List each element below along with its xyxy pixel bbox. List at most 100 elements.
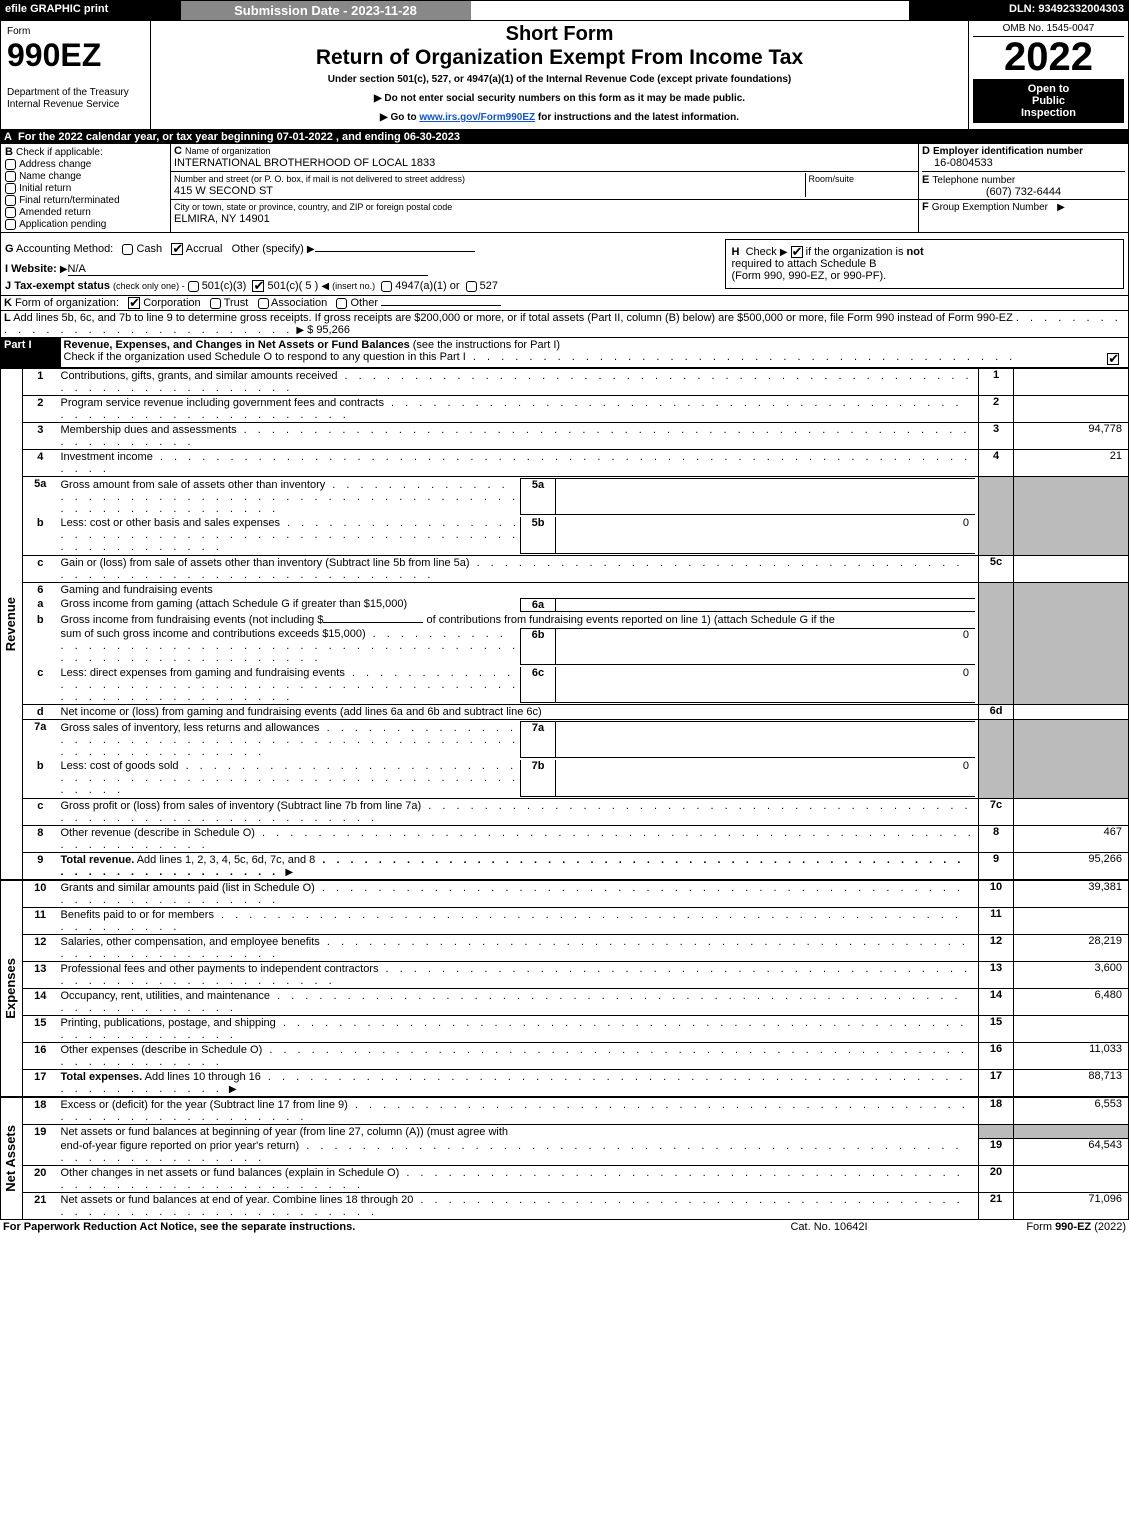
line-7a-mid [556, 722, 976, 758]
line-5a-text: Gross amount from sale of assets other t… [61, 479, 521, 515]
checkbox-app-pending[interactable] [5, 219, 16, 230]
part1-table: Revenue 1 Contributions, gifts, grants, … [0, 368, 1129, 1220]
checkbox-initial-return[interactable] [5, 183, 16, 194]
checkbox-address-change[interactable] [5, 159, 16, 170]
checkbox-amended[interactable] [5, 207, 16, 218]
city-state-zip: ELMIRA, NY 14901 [174, 213, 270, 225]
arrow-icon [380, 112, 388, 123]
arrow-icon [780, 246, 788, 258]
title-short-form: Short Form [157, 23, 962, 46]
form-word: Form [7, 26, 30, 37]
other-method-input[interactable] [315, 251, 475, 252]
irs-link[interactable]: www.irs.gov/Form990EZ [419, 112, 535, 123]
line-9-value: 95,266 [1014, 852, 1129, 880]
efile-label[interactable]: efile GRAPHIC print [1, 1, 181, 21]
line-6b-mid: 0 [556, 628, 976, 664]
line-4-text: Investment income [58, 450, 979, 477]
open-public-box: Open to Public Inspection [973, 79, 1124, 123]
line-7c-text: Gross profit or (loss) from sales of inv… [58, 798, 979, 825]
checkbox-assoc[interactable] [258, 298, 269, 309]
gross-receipts: $ 95,266 [307, 324, 350, 336]
checkbox-accrual[interactable] [171, 243, 183, 255]
line-1-text: Contributions, gifts, grants, and simila… [58, 369, 979, 396]
line-6b-text3: sum of such gross income and contributio… [61, 628, 521, 664]
checkbox-sched-o[interactable] [1107, 353, 1119, 365]
checkbox-527[interactable] [466, 281, 477, 292]
checkbox-name-change[interactable] [5, 171, 16, 182]
checkbox-trust[interactable] [210, 298, 221, 309]
page-footer: For Paperwork Reduction Act Notice, see … [0, 1220, 1129, 1234]
line-k: K Form of organization: Corporation Trus… [0, 295, 1129, 310]
line-14-value: 6,480 [1014, 988, 1129, 1015]
line-16-value: 11,033 [1014, 1042, 1129, 1069]
tax-year: 2022 [973, 37, 1124, 77]
line-5b-text: Less: cost or other basis and sales expe… [61, 517, 521, 553]
line-6c-mid: 0 [556, 667, 976, 703]
ghij-block: G Accounting Method: Cash Accrual Other … [0, 233, 1129, 295]
line-14-text: Occupancy, rent, utilities, and maintena… [58, 988, 979, 1015]
checkbox-sched-b[interactable] [791, 246, 803, 258]
line-3-value: 94,778 [1014, 423, 1129, 450]
arrow-icon [307, 243, 315, 255]
line-a: AFor the 2022 calendar year, or tax year… [0, 130, 1129, 144]
line-3-text: Membership dues and assessments [58, 423, 979, 450]
form-header: Form 990EZ Department of the Treasury In… [0, 21, 1129, 130]
title-return: Return of Organization Exempt From Incom… [157, 46, 962, 70]
line-8-value: 467 [1014, 825, 1129, 852]
arrow-icon [285, 866, 293, 878]
footer-cat: Cat. No. 10642I [729, 1220, 929, 1234]
ssn-warning: Do not enter social security numbers on … [384, 93, 745, 104]
line-7a-text: Gross sales of inventory, less returns a… [61, 722, 521, 758]
arrow-icon [296, 324, 304, 336]
entity-block: B Check if applicable: Address change Na… [0, 144, 1129, 233]
checkbox-corp[interactable] [128, 297, 140, 309]
line-7b-mid: 0 [556, 760, 976, 796]
other-org-input[interactable] [381, 305, 501, 306]
top-bar: efile GRAPHIC print Submission Date - 20… [0, 0, 1129, 21]
ein: 16-0804533 [922, 157, 1125, 169]
line-19-value: 64,543 [1014, 1139, 1129, 1166]
line-6d-value [1014, 705, 1129, 720]
line-6d-text: Net income or (loss) from gaming and fun… [58, 705, 979, 720]
line-10-value: 39,381 [1014, 880, 1129, 908]
line-6c-text: Less: direct expenses from gaming and fu… [61, 667, 521, 703]
irs: Internal Revenue Service [7, 99, 119, 110]
line-15-text: Printing, publications, postage, and shi… [58, 1015, 979, 1042]
submission-date: Submission Date - 2023-11-28 [181, 1, 471, 21]
line-19-text: Net assets or fund balances at beginning… [58, 1124, 979, 1139]
line-6a-text: Gross income from gaming (attach Schedul… [61, 598, 521, 611]
revenue-side-label: Revenue [1, 593, 20, 655]
line-1-value [1014, 369, 1129, 396]
phone: (607) 732-6444 [922, 186, 1125, 198]
line-7b-text: Less: cost of goods sold [61, 760, 521, 796]
part1-header: Part I Revenue, Expenses, and Changes in… [0, 337, 1129, 368]
line-9-text: Total revenue. Add lines 1, 2, 3, 4, 5c,… [58, 852, 979, 880]
line-5c-text: Gain or (loss) from sale of assets other… [58, 555, 979, 582]
org-name: INTERNATIONAL BROTHERHOOD OF LOCAL 1833 [174, 157, 435, 169]
checkbox-4947[interactable] [381, 281, 392, 292]
line-5a-mid [556, 479, 976, 515]
line-17-value: 88,713 [1014, 1069, 1129, 1097]
line-18-text: Excess or (deficit) for the year (Subtra… [58, 1097, 979, 1125]
footer-right: Form 990-EZ (2022) [929, 1220, 1129, 1234]
line-10-text: Grants and similar amounts paid (list in… [58, 880, 979, 908]
dln: DLN: 93492332004303 [909, 1, 1129, 21]
contrib-amount-input[interactable] [323, 622, 423, 623]
part-label: Part I [1, 338, 61, 368]
checkbox-501c3[interactable] [188, 281, 199, 292]
line-15-value [1014, 1015, 1129, 1042]
checkbox-501c[interactable] [252, 280, 264, 292]
line-16-text: Other expenses (describe in Schedule O) [58, 1042, 979, 1069]
line-12-value: 28,219 [1014, 934, 1129, 961]
checkbox-cash[interactable] [122, 244, 133, 255]
line-20-text: Other changes in net assets or fund bala… [58, 1165, 979, 1192]
line-20-value [1014, 1165, 1129, 1192]
checkbox-final-return[interactable] [5, 195, 16, 206]
line-11-text: Benefits paid to or for members [58, 907, 979, 934]
checkbox-other-org[interactable] [336, 298, 347, 309]
room-suite: Room/suite [805, 173, 915, 197]
line-2-text: Program service revenue including govern… [58, 396, 979, 423]
section-b: B Check if applicable: Address change Na… [1, 144, 171, 233]
form-number: 990EZ [7, 37, 101, 73]
line-8-text: Other revenue (describe in Schedule O) [58, 825, 979, 852]
